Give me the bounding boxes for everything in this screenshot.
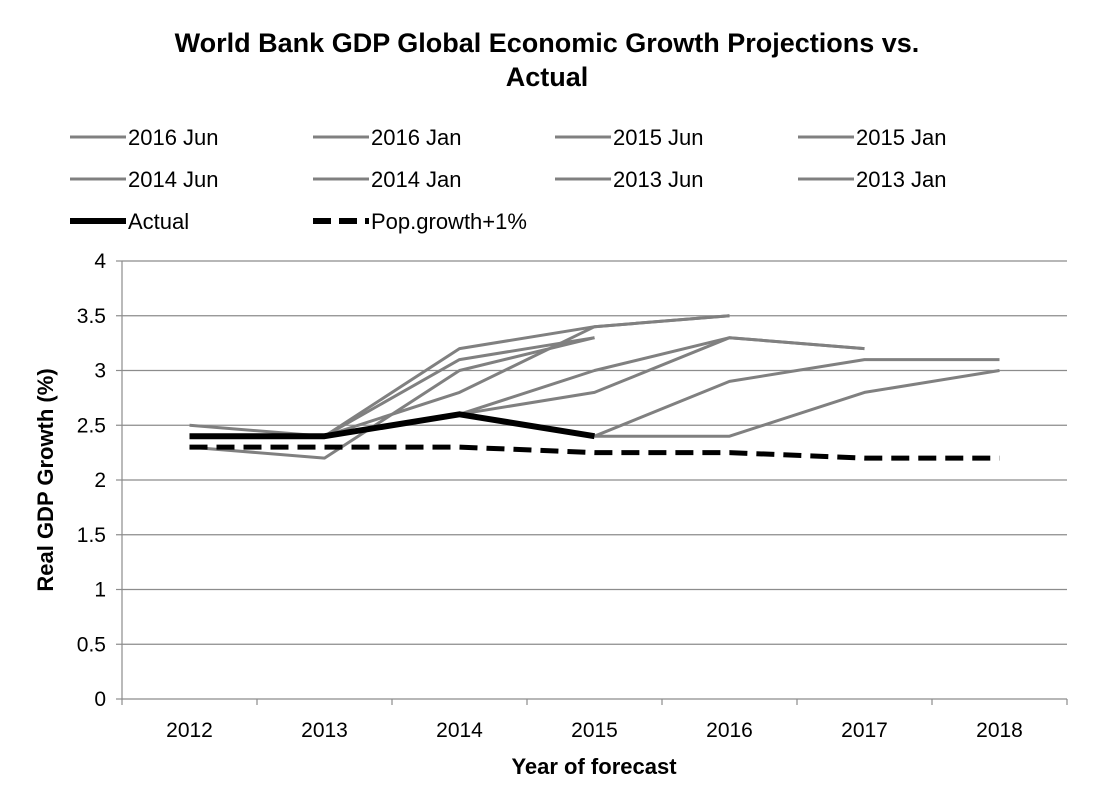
legend: 2016 Jun 2016 Jan 2015 Jun 2015 Jan 2014 Jun… (70, 125, 947, 234)
axes (116, 260, 1068, 705)
y-tick-label-3: 3 (94, 360, 106, 383)
series-line-2015-jan (459, 336, 865, 416)
series-line-2013-jun (189, 336, 595, 460)
series-line-actual (189, 411, 595, 440)
series-line-pop-growth-1 (189, 444, 1000, 461)
chart-title-line-2: Actual (506, 62, 589, 92)
legend-label-2014-jun: 2014 Jun (128, 167, 219, 192)
legend-item-pop-growth-1: Pop.growth+1% (313, 209, 527, 234)
legend-item-2016-jun: 2016 Jun (70, 125, 219, 150)
x-axis-tick-labels: 2012 2013 2014 2015 2016 2017 2018 (166, 719, 1023, 742)
gridlines (122, 260, 1067, 645)
legend-label-2013-jun: 2013 Jun (613, 167, 704, 192)
x-tick-label-2014: 2014 (436, 719, 483, 742)
legend-label-2014-jan: 2014 Jan (371, 167, 462, 192)
y-axis-tick-labels: 0 0.5 1 1.5 2 2.5 3 3.5 4 (77, 250, 107, 711)
x-tick-label-2013: 2013 (301, 719, 348, 742)
x-tick-label-2015: 2015 (571, 719, 618, 742)
x-tick-label-2012: 2012 (166, 719, 213, 742)
legend-label-2016-jun: 2016 Jun (128, 125, 219, 150)
series-line-2016-jun (594, 369, 1000, 438)
legend-item-2013-jan: 2013 Jan (798, 167, 947, 192)
y-tick-label-4: 4 (94, 250, 106, 273)
y-tick-label-1: 1 (94, 579, 106, 602)
y-tick-label-0.5: 0.5 (77, 633, 106, 656)
legend-item-2015-jan: 2015 Jan (798, 125, 947, 150)
legend-item-2013-jun: 2013 Jun (555, 167, 704, 192)
legend-label-2015-jan: 2015 Jan (856, 125, 947, 150)
series-line-2014-jan (323, 314, 730, 438)
y-tick-label-1.5: 1.5 (77, 524, 106, 547)
chart-title-line-1: World Bank GDP Global Economic Growth Pr… (175, 28, 920, 58)
y-axis-title: Real GDP Growth (%) (33, 368, 58, 591)
legend-label-2016-jan: 2016 Jan (371, 125, 462, 150)
chart-title: World Bank GDP Global Economic Growth Pr… (175, 28, 920, 92)
legend-item-2016-jan: 2016 Jan (313, 125, 462, 150)
x-axis-title: Year of forecast (511, 754, 677, 779)
legend-label-actual: Actual (128, 209, 189, 234)
x-tick-label-2017: 2017 (841, 719, 888, 742)
series-lines (189, 314, 1000, 461)
series-line-2013-jan (189, 336, 595, 438)
legend-label-pop-growth-1: Pop.growth+1% (371, 209, 527, 234)
legend-item-actual: Actual (70, 209, 189, 234)
legend-label-2013-jan: 2013 Jan (856, 167, 947, 192)
y-tick-label-3.5: 3.5 (77, 305, 106, 328)
legend-item-2015-jun: 2015 Jun (555, 125, 704, 150)
legend-label-2015-jun: 2015 Jun (613, 125, 704, 150)
x-tick-label-2018: 2018 (976, 719, 1023, 742)
legend-item-2014-jan: 2014 Jan (313, 167, 462, 192)
x-tick-label-2016: 2016 (706, 719, 753, 742)
y-tick-label-2: 2 (94, 469, 106, 492)
legend-item-2014-jun: 2014 Jun (70, 167, 219, 192)
y-tick-label-2.5: 2.5 (77, 414, 106, 437)
y-tick-label-0: 0 (94, 688, 106, 711)
series-line-2016-jan (593, 358, 1000, 438)
